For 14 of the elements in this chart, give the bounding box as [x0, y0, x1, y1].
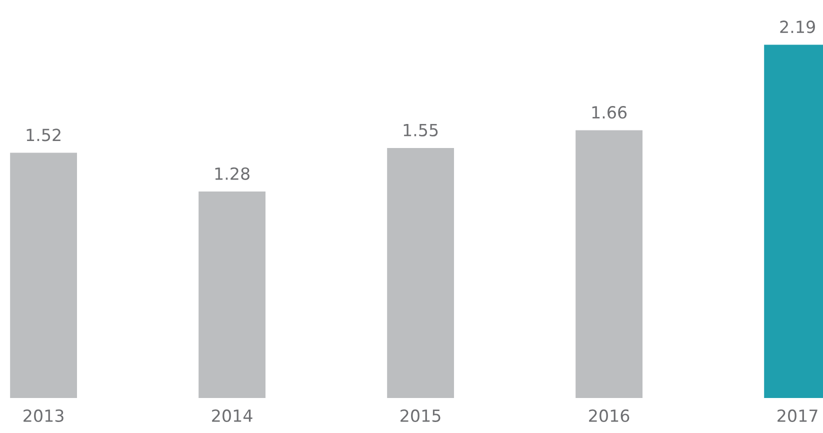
x-tick-label: 2017	[778, 409, 818, 422]
bar	[198, 192, 266, 398]
bar	[10, 152, 78, 398]
x-tick-label: 2016	[589, 409, 630, 422]
data-label: 1.66	[592, 106, 627, 119]
data-label: 2.19	[780, 20, 815, 34]
bar	[387, 148, 454, 398]
x-tick-label: 2014	[212, 409, 252, 422]
data-label: 1.55	[404, 124, 438, 136]
x-tick-label: 2015	[400, 409, 440, 422]
data-label: 1.28	[215, 167, 250, 180]
bar	[576, 130, 643, 398]
data-label: 1.52	[26, 128, 60, 142]
x-tick-label: 2013	[24, 409, 64, 422]
